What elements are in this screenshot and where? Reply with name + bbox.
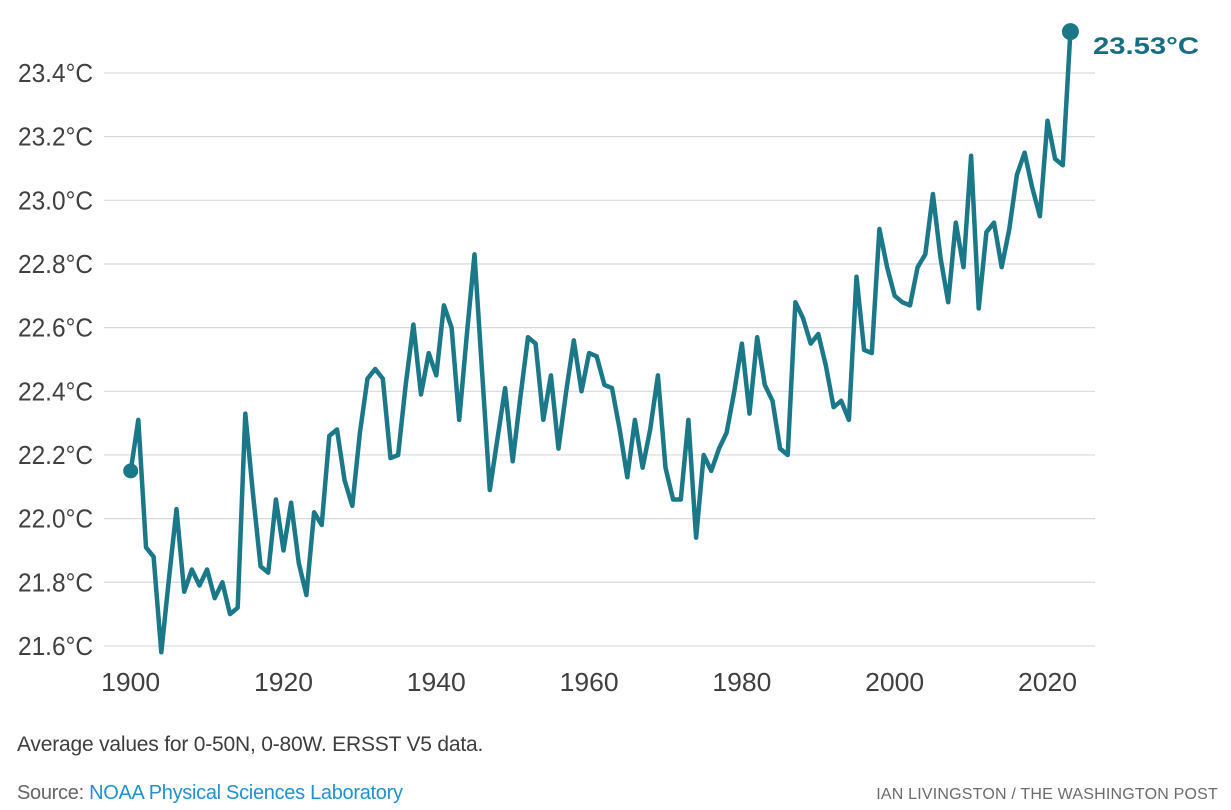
end-point-marker: [1061, 23, 1079, 41]
x-tick-label: 1980: [712, 667, 771, 697]
y-tick-label: 22.4°C: [18, 376, 93, 406]
end-value-label: 23.53°C: [1093, 33, 1199, 60]
x-tick-label: 1900: [101, 667, 160, 697]
chart-note: Average values for 0-50N, 0-80W. ERSST V…: [17, 733, 484, 756]
y-tick-label: 23.4°C: [18, 58, 93, 88]
x-tick-label: 1940: [407, 667, 466, 697]
y-tick-label: 21.6°C: [18, 631, 93, 661]
y-tick-label: 22.6°C: [18, 313, 93, 343]
sst-line-chart: 21.6°C 21.8°C 22.0°C 22.2°C 22.4°C 22.6°C 22.8…: [18, 23, 1199, 697]
source-line: Source: NOAA Physical Sciences Laborator…: [17, 782, 403, 805]
source-label: Source:: [17, 782, 84, 804]
start-point-marker: [123, 463, 139, 479]
y-tick-label: 22.2°C: [18, 440, 93, 470]
x-tick-label: 2000: [865, 667, 924, 697]
x-tick-label: 2020: [1018, 667, 1077, 697]
source-link[interactable]: NOAA Physical Sciences Laboratory: [89, 782, 403, 804]
y-tick-label: 22.8°C: [18, 249, 93, 279]
y-tick-label: 21.8°C: [18, 567, 93, 597]
x-tick-label: 1960: [560, 667, 619, 697]
y-tick-label: 23.2°C: [18, 122, 93, 152]
y-tick-label: 22.0°C: [18, 504, 93, 534]
temperature-line: [128, 29, 1073, 655]
x-tick-label: 1920: [254, 667, 313, 697]
y-tick-label: 23.0°C: [18, 185, 93, 215]
attribution: IAN LIVINGSTON / THE WASHINGTON POST: [876, 786, 1218, 803]
